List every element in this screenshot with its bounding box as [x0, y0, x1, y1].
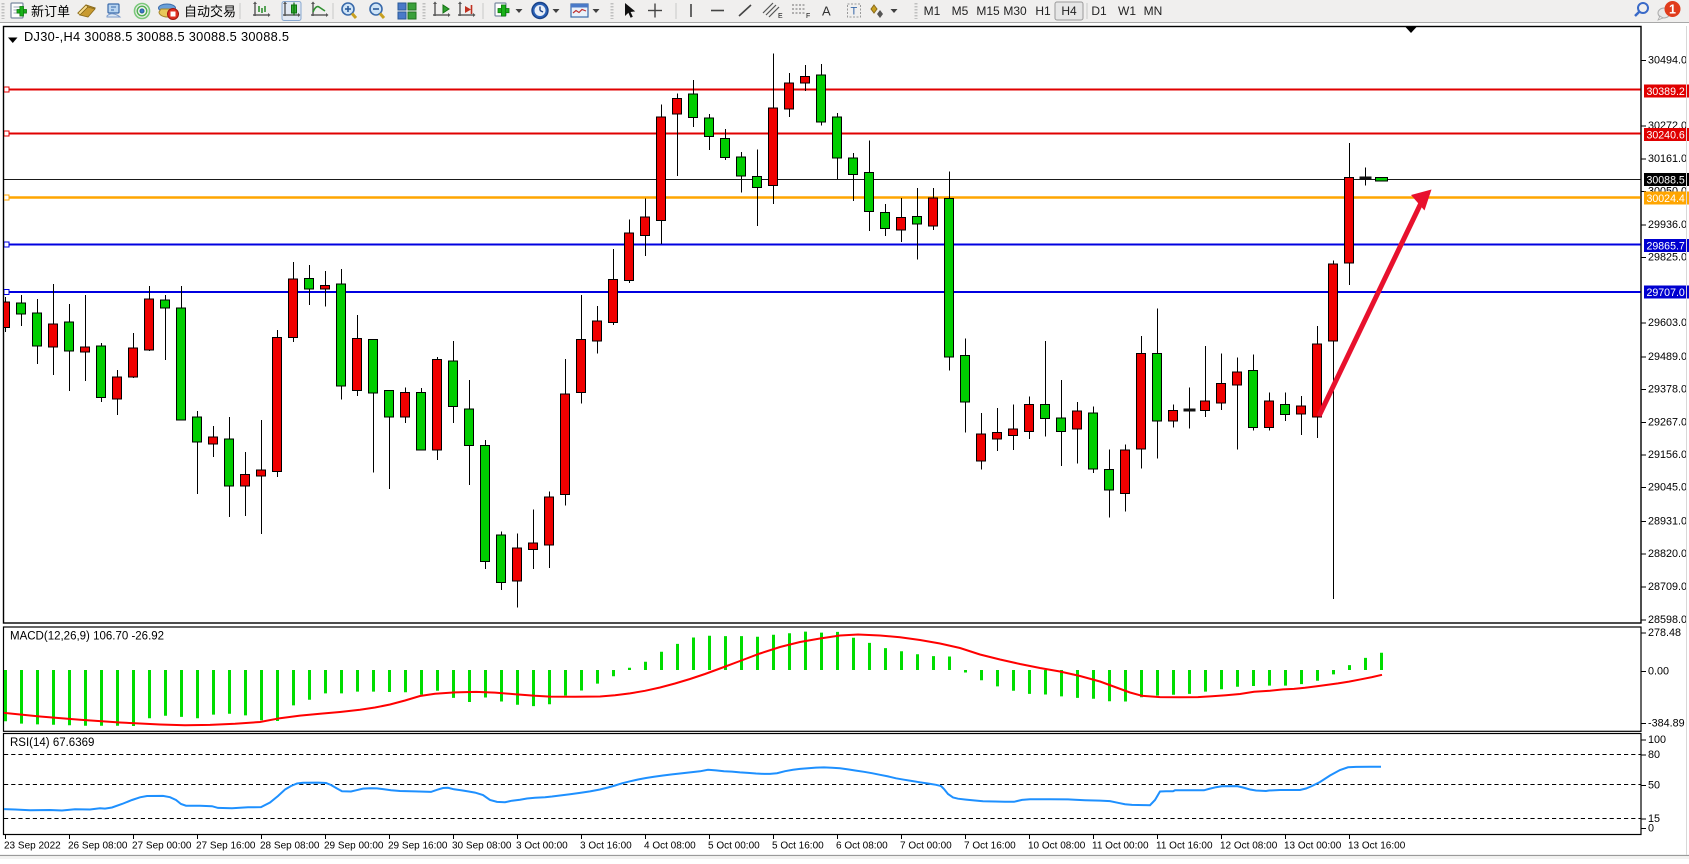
svg-text:RSI(14) 67.6369: RSI(14) 67.6369 [10, 737, 94, 749]
svg-text:0.00: 0.00 [1648, 666, 1669, 678]
svg-text:7 Oct 00:00: 7 Oct 00:00 [900, 841, 952, 852]
svg-text:30161.0: 30161.0 [1648, 153, 1687, 165]
svg-text:29489.0: 29489.0 [1648, 351, 1687, 363]
svg-text:29 Sep 16:00: 29 Sep 16:00 [388, 841, 448, 852]
svg-text:3 Oct 16:00: 3 Oct 16:00 [580, 841, 632, 852]
svg-text:29045.0: 29045.0 [1648, 482, 1687, 494]
svg-text:28820.0: 28820.0 [1648, 548, 1687, 560]
svg-text:29603.0: 29603.0 [1648, 317, 1687, 329]
svg-text:30 Sep 08:00: 30 Sep 08:00 [452, 841, 512, 852]
svg-text:80: 80 [1648, 749, 1660, 761]
svg-text:MACD(12,26,9) 106.70 -26.92: MACD(12,26,9) 106.70 -26.92 [10, 631, 164, 643]
svg-text:7 Oct 16:00: 7 Oct 16:00 [964, 841, 1016, 852]
svg-text:4 Oct 08:00: 4 Oct 08:00 [644, 841, 696, 852]
svg-text:M5: M5 [952, 4, 969, 18]
svg-text:29707.0: 29707.0 [1647, 287, 1685, 299]
svg-text:100: 100 [1648, 734, 1666, 746]
svg-text:29865.7: 29865.7 [1647, 241, 1685, 253]
svg-text:50: 50 [1648, 780, 1660, 792]
svg-text:28598.0: 28598.0 [1648, 614, 1687, 626]
svg-text:自动交易: 自动交易 [184, 4, 236, 19]
svg-text:11 Oct 00:00: 11 Oct 00:00 [1092, 841, 1149, 852]
svg-text:11 Oct 16:00: 11 Oct 16:00 [1156, 841, 1213, 852]
svg-text:-384.89: -384.89 [1648, 718, 1685, 730]
svg-text:0: 0 [1648, 823, 1654, 835]
svg-text:13 Oct 00:00: 13 Oct 00:00 [1284, 841, 1342, 852]
svg-text:10 Oct 08:00: 10 Oct 08:00 [1028, 841, 1086, 852]
svg-text:5 Oct 16:00: 5 Oct 16:00 [772, 841, 824, 852]
svg-text:1: 1 [1669, 3, 1676, 17]
svg-text:30389.2: 30389.2 [1647, 86, 1685, 98]
svg-text:27 Sep 00:00: 27 Sep 00:00 [132, 841, 192, 852]
svg-text:278.48: 278.48 [1648, 627, 1681, 639]
svg-text:W1: W1 [1118, 4, 1136, 18]
svg-text:30240.6: 30240.6 [1647, 130, 1685, 142]
svg-text:23 Sep 2022: 23 Sep 2022 [4, 841, 61, 852]
svg-text:M1: M1 [924, 4, 941, 18]
svg-text:30024.4: 30024.4 [1647, 193, 1685, 205]
svg-text:29 Sep 00:00: 29 Sep 00:00 [324, 841, 384, 852]
svg-text:6 Oct 08:00: 6 Oct 08:00 [836, 841, 888, 852]
svg-text:12 Oct 08:00: 12 Oct 08:00 [1220, 841, 1278, 852]
svg-text:29378.0: 29378.0 [1648, 384, 1687, 396]
svg-text:29936.0: 29936.0 [1648, 219, 1687, 231]
svg-text:13 Oct 16:00: 13 Oct 16:00 [1348, 841, 1406, 852]
svg-text:30088.5: 30088.5 [1647, 175, 1685, 187]
svg-text:A: A [822, 4, 831, 19]
svg-text:MN: MN [1144, 4, 1163, 18]
svg-text:M30: M30 [1003, 4, 1027, 18]
svg-text:F: F [806, 13, 810, 20]
svg-text:28 Sep 08:00: 28 Sep 08:00 [260, 841, 320, 852]
svg-text:T: T [851, 6, 858, 18]
svg-text:新订单: 新订单 [31, 4, 70, 19]
svg-text:30494.0: 30494.0 [1648, 55, 1687, 67]
svg-text:26 Sep 08:00: 26 Sep 08:00 [68, 841, 128, 852]
svg-text:5 Oct 00:00: 5 Oct 00:00 [708, 841, 760, 852]
svg-text:29267.0: 29267.0 [1648, 417, 1687, 429]
svg-text:D1: D1 [1091, 4, 1107, 18]
svg-text:DJ30-,H4 30088.5 30088.5 3008: DJ30-,H4 30088.5 30088.5 30088.5 30088.5 [24, 29, 289, 44]
svg-text:H4: H4 [1061, 4, 1077, 18]
svg-text:M15: M15 [976, 4, 1000, 18]
svg-text:29825.0: 29825.0 [1648, 252, 1687, 264]
svg-text:29156.0: 29156.0 [1648, 449, 1687, 461]
svg-text:27 Sep 16:00: 27 Sep 16:00 [196, 841, 256, 852]
svg-text:28931.0: 28931.0 [1648, 516, 1687, 528]
svg-text:15: 15 [1648, 813, 1660, 825]
svg-text:E: E [778, 13, 783, 20]
svg-text:H1: H1 [1035, 4, 1051, 18]
svg-text:28709.0: 28709.0 [1648, 581, 1687, 593]
svg-text:3 Oct 00:00: 3 Oct 00:00 [516, 841, 568, 852]
